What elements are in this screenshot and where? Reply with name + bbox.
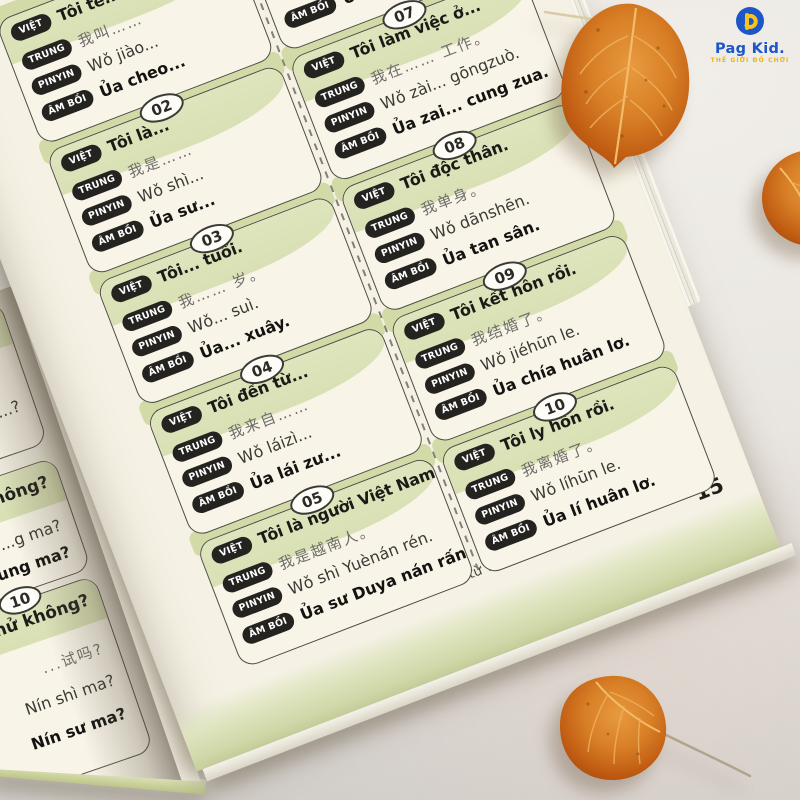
pagkid-logo: Pag Kid. THẾ GIỚI ĐỒ CHƠI: [700, 6, 800, 64]
amboi-text: Ủ...: [339, 0, 375, 8]
pagkid-logo-text: Pag Kid.: [715, 41, 785, 57]
autumn-leaf-right-edge-icon: [762, 151, 800, 245]
autumn-leaf-top-icon: [543, 3, 690, 169]
pagkid-logo-tagline: THẾ GIỚI ĐỒ CHƠI: [710, 57, 790, 64]
amboi-label-pill: ÂM BỒI: [281, 0, 339, 30]
pagkid-logo-icon: [736, 7, 764, 35]
autumn-leaf-bottom-icon: [560, 675, 752, 780]
